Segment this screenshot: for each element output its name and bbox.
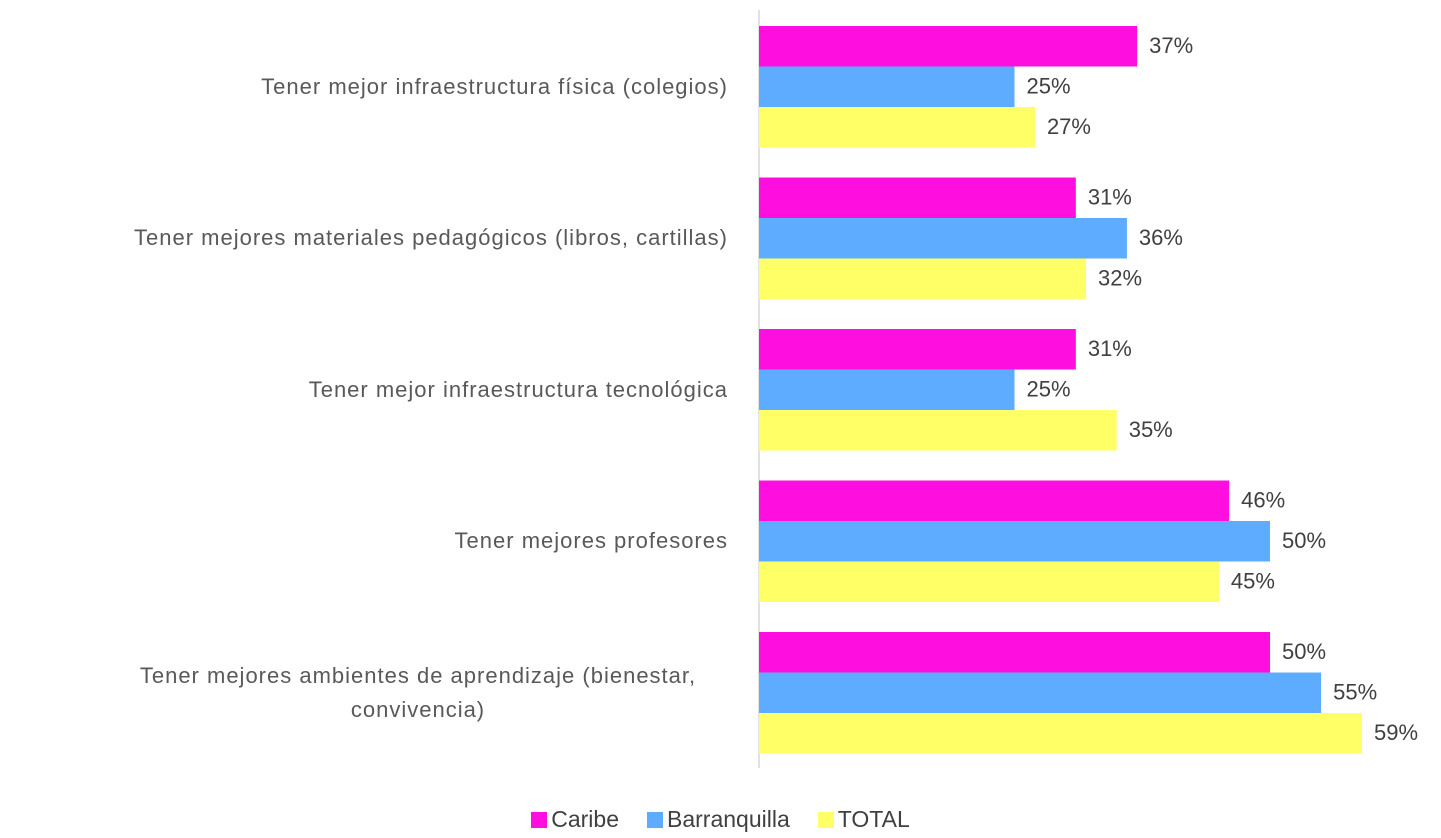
legend-item: Barranquilla (647, 806, 790, 833)
bar (759, 521, 1271, 562)
legend-item: Caribe (531, 806, 619, 833)
category-label: Tener mejor infraestructura tecnológica (308, 376, 728, 402)
value-label: 46% (1241, 488, 1285, 513)
category-label-box: Tener mejor infraestructura física (cole… (8, 37, 728, 137)
bar (759, 369, 1015, 410)
legend-swatch (531, 811, 548, 828)
value-label: 37% (1149, 33, 1193, 58)
bar (759, 218, 1127, 259)
bar (759, 107, 1035, 148)
category-label-box: Tener mejores profesores (8, 491, 728, 591)
legend-label: Caribe (551, 806, 619, 832)
value-label: 35% (1129, 417, 1173, 442)
bar (759, 561, 1219, 602)
category-label-box: Tener mejores materiales pedagógicos (li… (8, 188, 728, 288)
bar (759, 177, 1076, 218)
category-label: Tener mejores materiales pedagógicos (li… (133, 225, 728, 251)
value-label: 55% (1333, 680, 1377, 705)
legend: Caribe Barranquilla TOTAL (0, 806, 1441, 833)
legend-item: TOTAL (817, 806, 910, 833)
bar (759, 713, 1362, 754)
category-label: Tener mejor infraestructura física (cole… (261, 73, 728, 99)
value-label: 32% (1098, 266, 1142, 291)
legend-swatch (817, 811, 834, 828)
bar (759, 26, 1138, 67)
category-label: Tener mejores ambientes de aprendizaje (… (139, 662, 697, 722)
value-label: 31% (1088, 336, 1132, 361)
bar (759, 632, 1271, 673)
legend-label: Barranquilla (667, 806, 790, 832)
category-label-box: Tener mejores ambientes de aprendizaje (… (8, 643, 728, 743)
value-label: 27% (1047, 114, 1091, 139)
bar (759, 329, 1076, 370)
bar (759, 258, 1087, 299)
value-label: 25% (1027, 74, 1071, 99)
category-label: Tener mejores profesores (454, 528, 728, 554)
legend-swatch (647, 811, 663, 828)
bar (759, 672, 1322, 713)
value-label: 45% (1231, 569, 1275, 594)
category-label-box: Tener mejor infraestructura tecnológica (8, 340, 728, 440)
value-label: 25% (1027, 377, 1071, 402)
bar (759, 410, 1117, 451)
value-label: 36% (1139, 225, 1183, 250)
value-label: 50% (1282, 528, 1326, 553)
value-label: 50% (1282, 639, 1326, 664)
bar (759, 66, 1015, 107)
bar (759, 480, 1230, 521)
value-label: 31% (1088, 185, 1132, 210)
value-label: 59% (1374, 720, 1418, 745)
legend-label: TOTAL (837, 806, 910, 832)
